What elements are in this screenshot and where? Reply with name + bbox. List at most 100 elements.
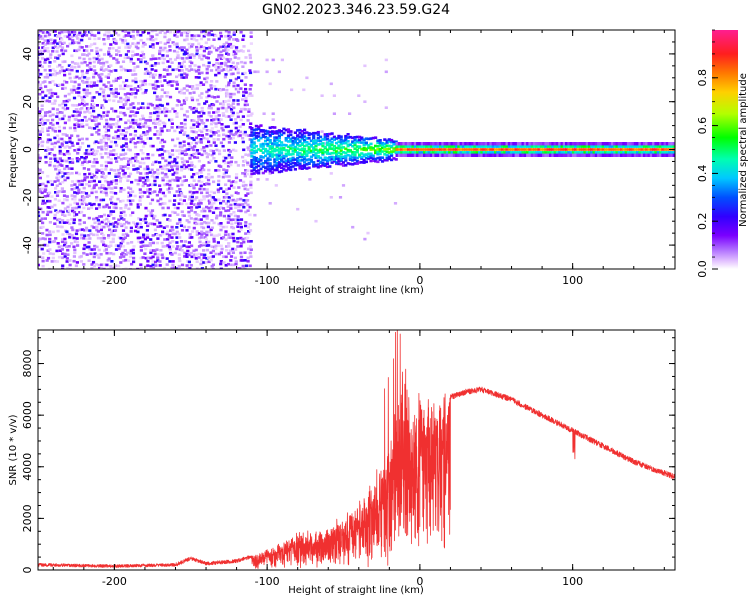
heatmap-cell — [475, 153, 479, 157]
heatmap-cell — [96, 230, 100, 233]
heatmap-cell — [126, 42, 130, 46]
heatmap-cell — [81, 99, 85, 102]
heatmap-cell — [75, 213, 79, 216]
heatmap-cell — [355, 156, 359, 160]
heatmap-cell — [50, 148, 54, 151]
heatmap-cell — [149, 256, 153, 260]
heatmap-cell — [254, 135, 258, 138]
heatmap-cell — [284, 149, 288, 152]
heatmap-cell — [119, 190, 123, 193]
heatmap-cell — [549, 142, 552, 146]
heatmap-cell — [124, 258, 128, 262]
heatmap-cell — [111, 240, 115, 244]
heatmap-cell — [176, 179, 180, 182]
heatmap-cell — [67, 98, 71, 102]
heatmap-cell — [46, 129, 50, 132]
heatmap-cell — [416, 153, 420, 157]
heatmap-cell — [189, 217, 193, 220]
heatmap-cell — [229, 236, 233, 239]
heatmap-cell — [601, 153, 605, 157]
heatmap-cell — [264, 154, 268, 158]
heatmap-cell — [489, 145, 493, 148]
heatmap-cell — [56, 165, 60, 168]
heatmap-cell — [65, 257, 69, 260]
heatmap-cell — [145, 172, 149, 175]
heatmap-cell — [200, 71, 204, 75]
heatmap-cell — [228, 35, 233, 39]
heatmap-cell — [45, 233, 49, 237]
heatmap-cell — [158, 31, 162, 34]
heatmap-cell — [93, 42, 97, 46]
heatmap-cell — [268, 158, 272, 161]
heatmap-cell — [38, 114, 42, 118]
heatmap-cell — [183, 130, 187, 134]
heatmap-cell — [487, 145, 491, 148]
heatmap-cell — [286, 158, 291, 161]
heatmap-cell — [109, 168, 113, 172]
heatmap-cell — [58, 44, 62, 48]
heatmap-cell — [303, 152, 307, 155]
heatmap-cell — [126, 92, 130, 95]
heatmap-cell — [38, 46, 40, 49]
heatmap-cell — [133, 142, 137, 145]
heatmap-cell — [53, 39, 57, 42]
heatmap-cell — [588, 148, 591, 151]
heatmap-cell — [141, 31, 145, 34]
heatmap-cell — [539, 148, 543, 151]
heatmap-cell — [74, 264, 78, 268]
heatmap-cell — [165, 263, 169, 266]
heatmap-cell — [217, 62, 221, 65]
heatmap-cell — [254, 131, 258, 135]
heatmap-cell — [613, 145, 617, 148]
heatmap-cell — [385, 150, 389, 154]
heatmap-cell — [217, 207, 221, 210]
heatmap-cell — [270, 145, 275, 148]
heatmap-cell — [92, 119, 97, 122]
heatmap-cell — [155, 42, 159, 45]
heatmap-cell — [642, 153, 646, 157]
heatmap-cell — [233, 214, 237, 218]
heatmap-cell — [257, 160, 261, 164]
heatmap-cell — [166, 30, 170, 33]
heatmap-cell — [645, 145, 649, 148]
heatmap-cell — [53, 130, 57, 133]
heatmap-cell — [185, 48, 189, 52]
heatmap-cell — [182, 60, 186, 63]
snr-series-line — [38, 330, 675, 569]
heatmap-cell — [158, 123, 162, 126]
heatmap-cell — [351, 163, 355, 166]
heatmap-cell — [95, 104, 99, 107]
heatmap-cell — [45, 111, 50, 114]
heatmap-cell — [62, 194, 67, 197]
heatmap-cell — [116, 197, 120, 201]
heatmap-cell — [264, 135, 268, 139]
heatmap-cell — [225, 94, 229, 98]
heatmap-cell — [85, 137, 89, 141]
heatmap-cell — [63, 176, 67, 180]
heatmap-cell — [41, 237, 45, 240]
heatmap-cell — [250, 163, 254, 167]
heatmap-cell — [115, 160, 119, 163]
heatmap-cell — [149, 57, 153, 61]
heatmap-cell — [89, 81, 93, 84]
heatmap-cell — [293, 150, 297, 153]
heatmap-cell — [131, 73, 135, 76]
heatmap-cell — [500, 148, 504, 151]
heatmap-cell — [135, 53, 140, 56]
heatmap-cell — [74, 34, 79, 38]
heatmap-cell — [100, 148, 104, 151]
heatmap-cell — [519, 148, 523, 151]
heatmap-cell — [300, 142, 304, 145]
heatmap-cell — [663, 153, 667, 157]
heatmap-cell — [58, 152, 62, 155]
heatmap-cell — [194, 110, 198, 113]
heatmap-cell — [195, 98, 200, 102]
heatmap-cell — [77, 123, 81, 127]
heatmap-cell — [132, 62, 136, 65]
heatmap-cell — [192, 119, 196, 122]
heatmap-cell — [219, 88, 223, 92]
heatmap-cell — [129, 35, 134, 38]
heatmap-cell — [498, 145, 502, 148]
heatmap-cell — [461, 142, 465, 146]
heatmap-cell — [68, 146, 72, 149]
